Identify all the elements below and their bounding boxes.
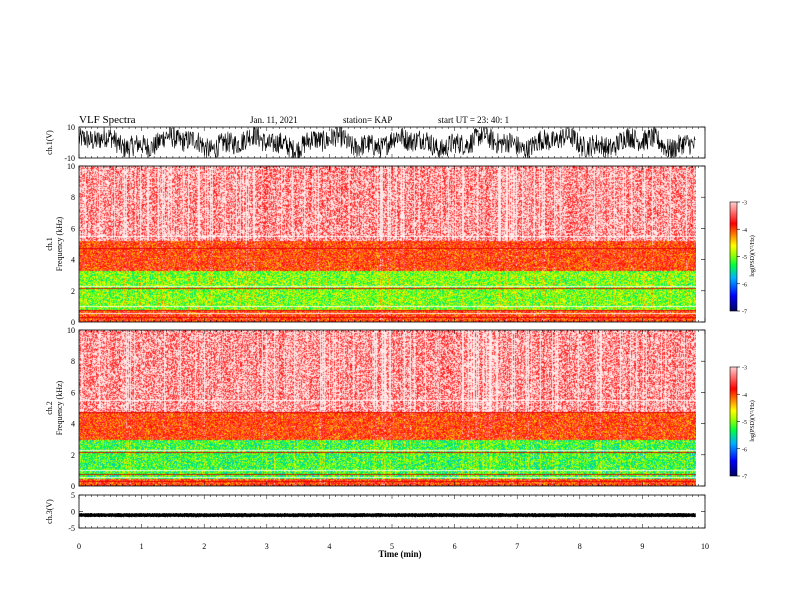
ch1-waveform-line — [78, 126, 696, 159]
ch2-colorbar-label: log(PSD)(V²/Hz) — [749, 400, 756, 441]
ch1-colorbar-label: log(PSD)(V²/Hz) — [749, 235, 756, 276]
ch1-colorbar-tick-label: -7 — [742, 310, 747, 316]
ch2-colorbar: -3 -4 -5 -6 -7 log(PSD)(V²/Hz) — [729, 366, 756, 481]
ch2-spectrogram-image — [79, 330, 696, 486]
ch2-colorbar-tick-label: -7 — [742, 475, 747, 481]
xaxis-tick-label: 3 — [265, 542, 269, 551]
ch1-colorbar-scale — [729, 201, 738, 312]
ch2-colorbar-tick-label: -4 — [742, 393, 747, 399]
ch1-spectrogram-ytick-label: 0 — [71, 318, 75, 327]
header-date: Jan. 11, 2021 — [250, 115, 298, 125]
ch3-waveform-ylabel: ch.3(V) — [45, 499, 54, 524]
xaxis-tick-label: 8 — [578, 542, 582, 551]
ch2-colorbar-tick-label: -5 — [742, 420, 747, 426]
ch3-waveform-panel: 5 0 -5 ch.3(V) — [45, 491, 706, 533]
xaxis-tick-label: 10 — [701, 542, 709, 551]
time-axis: 0 1 2 3 4 5 6 7 8 9 10 — [77, 542, 709, 551]
ch1-colorbar-tick-label: -5 — [742, 255, 747, 261]
ch2-colorbar-tick-label: -3 — [742, 366, 747, 372]
xaxis-tick-label: 2 — [202, 542, 206, 551]
xaxis-tick-label: 1 — [140, 542, 144, 551]
xaxis-tick-label: 5 — [390, 542, 394, 551]
ch3-waveform-ytick-label: 0 — [71, 508, 75, 517]
ch1-waveform-ytick-label: 10 — [67, 123, 75, 132]
header-start-time: start UT = 23: 40: 1 — [438, 115, 509, 125]
ch2-colorbar-scale — [729, 366, 738, 477]
xaxis-tick-label: 7 — [515, 542, 519, 551]
ch1-colorbar-tick-label: -6 — [742, 282, 747, 288]
ch2-spectrogram-panel: 0 2 4 6 8 10 ch.2 Frequency (kHz) — [45, 326, 706, 491]
xaxis-label: Time (min) — [378, 549, 421, 559]
ch1-spectrogram-ytick-label: 2 — [71, 287, 75, 296]
ch2-spectrogram-ytick-label: 0 — [71, 482, 75, 491]
ch2-spectrogram-ytick-label: 2 — [71, 451, 75, 460]
ch2-spectrogram-ylabel: Frequency (kHz) — [55, 380, 64, 435]
ch1-waveform-panel: 10 -10 ch.1(V) — [45, 123, 706, 163]
ch1-spectrogram-ytick-label: 8 — [71, 193, 75, 202]
ch2-spectrogram-ytick-label: 6 — [71, 388, 75, 397]
ch2-spectrogram-ytick-label: 8 — [71, 357, 75, 366]
ch1-colorbar-tick-label: -3 — [742, 201, 747, 207]
ch1-colorbar-tick-label: -4 — [742, 228, 747, 234]
ch3-waveform-frame — [78, 494, 706, 529]
ch1-waveform-ytick-label: -10 — [64, 154, 75, 163]
ch3-waveform-ytick-label: 5 — [71, 491, 75, 500]
header-station: station= KAP — [343, 115, 392, 125]
xaxis-tick-label: 0 — [77, 542, 81, 551]
ch1-spectrogram-ytick-label: 10 — [67, 162, 75, 171]
xaxis-tick-label: 6 — [453, 542, 457, 551]
ch1-waveform-ylabel: ch.1(V) — [45, 130, 54, 155]
ch1-spectrogram-ylabel: Frequency (kHz) — [55, 216, 64, 271]
ch3-waveform-line — [78, 512, 696, 518]
ch1-spectrogram-ylabel: ch.1 — [45, 237, 54, 251]
ch2-spectrogram-ytick-label: 10 — [67, 326, 75, 335]
ch2-spectrogram-ytick-label: 4 — [71, 420, 75, 429]
xaxis-tick-label: 9 — [640, 542, 644, 551]
ch2-spectrogram-ylabel: ch.2 — [45, 401, 54, 415]
ch1-spectrogram-image — [79, 166, 696, 322]
chart-title: VLF Spectra — [79, 114, 136, 126]
ch3-waveform-ytick-label: -5 — [68, 524, 75, 533]
ch2-colorbar-tick-label: -6 — [742, 447, 747, 453]
xaxis-tick-label: 4 — [327, 542, 331, 551]
ch1-spectrogram-ytick-label: 4 — [71, 256, 75, 265]
ch1-spectrogram-panel: 0 2 4 6 8 10 ch.1 Frequency (kHz) — [45, 162, 706, 327]
ch1-spectrogram-ytick-label: 6 — [71, 224, 75, 233]
ch1-colorbar: -3 -4 -5 -6 -7 log(PSD)(V²/Hz) — [729, 201, 756, 316]
